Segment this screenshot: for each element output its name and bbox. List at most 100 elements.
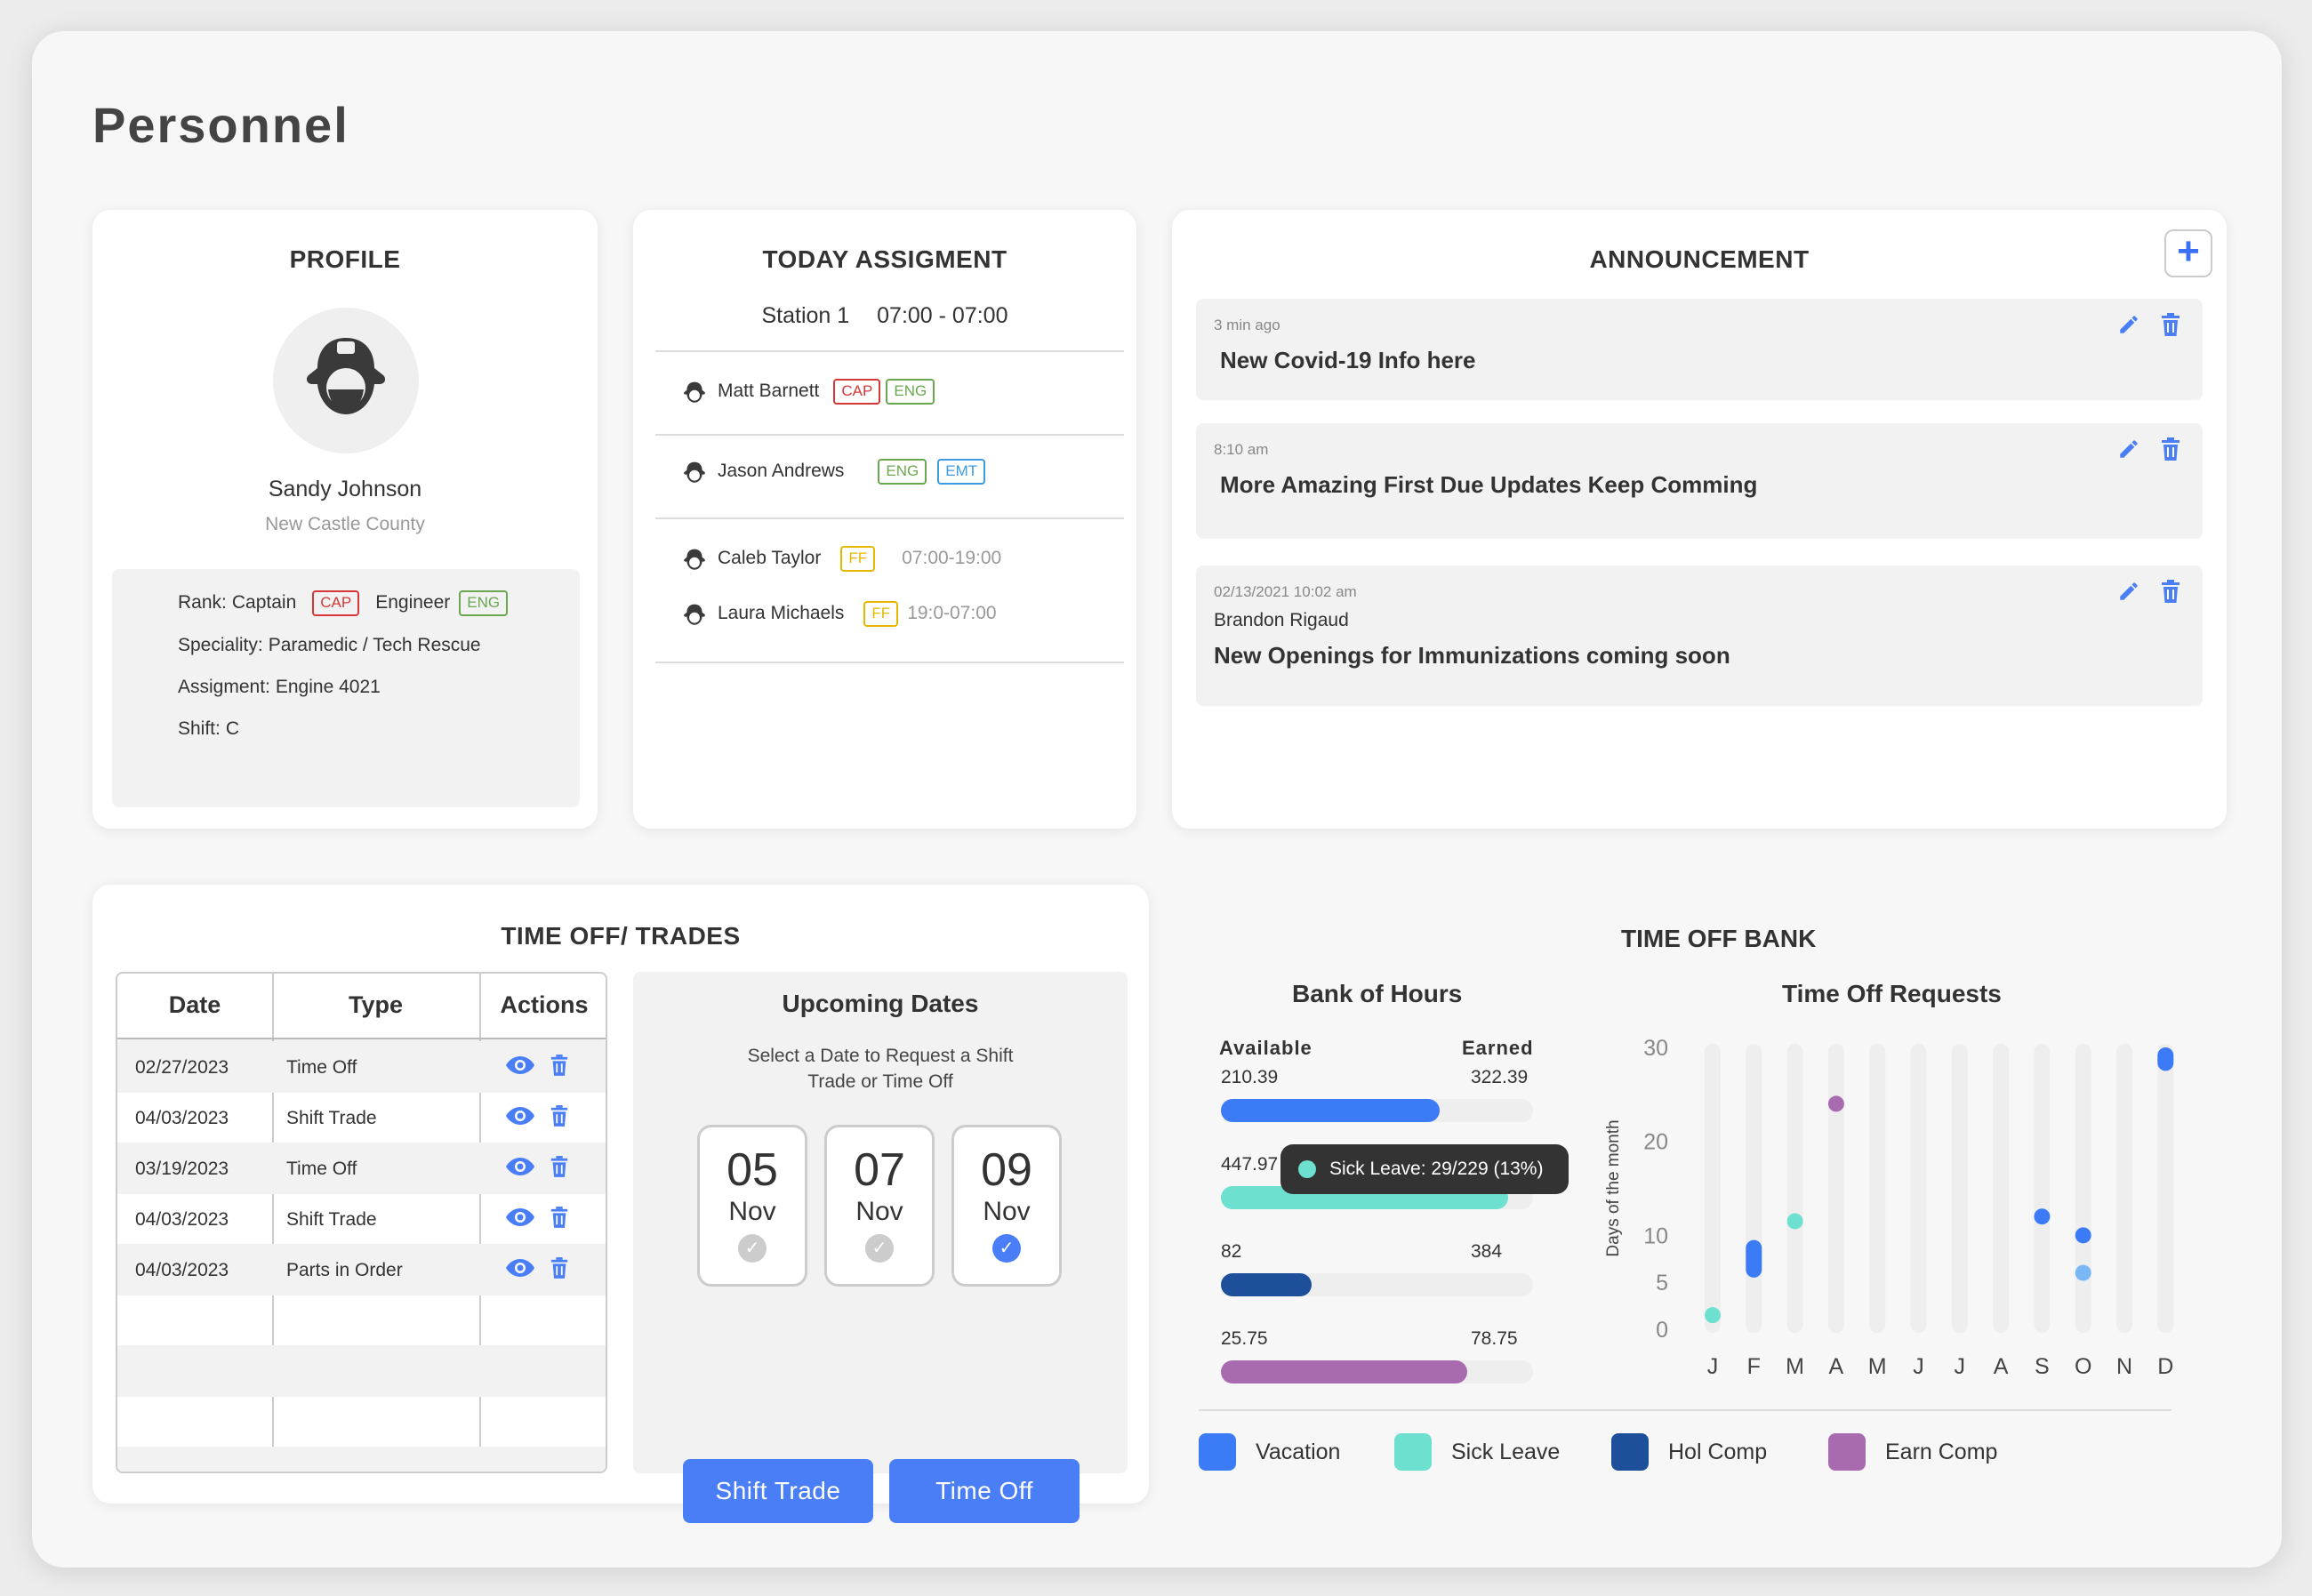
tooltip-text: Sick Leave: 29/229 (13%): [1329, 1159, 1544, 1179]
x-tick-label: M: [1786, 1354, 1804, 1379]
assignment-person[interactable]: Jason Andrews ENG EMT: [684, 459, 986, 485]
row-actions: [505, 1206, 569, 1229]
announcement-item[interactable]: 3 min ago New Covid-19 Info here: [1196, 299, 2203, 400]
speciality-value: Paramedic / Tech Rescue: [268, 635, 481, 655]
table-row[interactable]: 04/03/2023 Shift Trade: [117, 1193, 606, 1245]
legend-swatch: [1828, 1433, 1866, 1471]
assignment-person[interactable]: Laura Michaels FF 19:0-07:00: [684, 601, 997, 627]
column-header-date[interactable]: Date: [168, 991, 221, 1018]
row-type: Parts in Order: [286, 1260, 403, 1280]
eye-icon[interactable]: [505, 1157, 535, 1176]
announcement-message: New Openings for Immunizations coming so…: [1214, 642, 1730, 669]
shift-trade-button[interactable]: Shift Trade: [683, 1459, 873, 1523]
upcoming-subtitle: Select a Date to Request a Shift Trade o…: [747, 1046, 1014, 1092]
announcement-item[interactable]: 8:10 am More Amazing First Due Updates K…: [1196, 423, 2203, 539]
person-shift-time: 19:0-07:00: [907, 603, 997, 624]
legend-item: Earn Comp: [1828, 1433, 1997, 1471]
announcement-time: 3 min ago: [1214, 317, 1280, 333]
table-row[interactable]: 02/27/2023 Time Off: [117, 1041, 606, 1093]
table-row: [117, 1447, 606, 1472]
firefighter-icon: [306, 338, 386, 414]
data-point: [1827, 1095, 1844, 1112]
eye-icon[interactable]: [505, 1207, 535, 1227]
date-option[interactable]: 05 Nov ✓: [697, 1125, 807, 1287]
date-option[interactable]: 09 Nov ✓: [951, 1125, 1062, 1287]
edit-icon[interactable]: [2117, 437, 2140, 461]
add-announcement-button[interactable]: +: [2164, 229, 2212, 277]
bank-bar-track[interactable]: [1221, 1360, 1533, 1383]
row-actions: [505, 1155, 569, 1178]
time-off-requests-title: Time Off Requests: [1782, 980, 2002, 1007]
row-type: Time Off: [286, 1057, 357, 1078]
legend-label: Hol Comp: [1668, 1439, 1768, 1464]
x-tick-label: A: [1829, 1354, 1844, 1379]
x-tick-label: J: [1707, 1354, 1719, 1379]
x-tick-label: S: [2035, 1354, 2050, 1379]
x-tick-label: J: [1913, 1354, 1924, 1379]
edit-icon[interactable]: [2117, 313, 2140, 336]
row-type: Shift Trade: [286, 1108, 377, 1128]
trash-icon[interactable]: [550, 1206, 569, 1229]
row-type: Shift Trade: [286, 1209, 377, 1230]
bank-bar-track[interactable]: [1221, 1099, 1533, 1122]
check-icon: ✓: [992, 1234, 1021, 1263]
eye-icon[interactable]: [505, 1055, 535, 1075]
row-actions: [505, 1256, 569, 1279]
data-point: [2075, 1227, 2091, 1244]
profile-title: PROFILE: [289, 245, 401, 273]
announcement-card: ANNOUNCEMENT + 3 min ago New Covid-19 In…: [1172, 210, 2227, 829]
profile-assignment-row: Assigment: Engine 4021: [178, 677, 381, 698]
bar-earned-value: 78.75: [1471, 1328, 1518, 1349]
month-column: [2116, 1044, 2132, 1333]
y-tick-label: 30: [1643, 1036, 1668, 1061]
speciality-label: Speciality:: [178, 635, 263, 655]
assignment-person[interactable]: Matt Barnett CAP ENG: [684, 379, 935, 405]
table-row[interactable]: 04/03/2023 Parts in Order: [117, 1244, 606, 1295]
month-column: [1910, 1044, 1927, 1333]
bar-earned-value: 322.39: [1471, 1067, 1529, 1087]
eye-icon[interactable]: [505, 1106, 535, 1126]
table-row: [117, 1345, 606, 1397]
y-tick-label: 5: [1656, 1271, 1668, 1295]
announcement-actions: [2117, 313, 2181, 336]
trash-icon[interactable]: [2160, 580, 2181, 603]
y-tick-label: 20: [1643, 1130, 1668, 1155]
trash-icon[interactable]: [2160, 313, 2181, 336]
row-actions: [505, 1054, 569, 1077]
trash-icon[interactable]: [2160, 437, 2181, 461]
assignment-person[interactable]: Caleb Taylor FF 07:00-19:00: [684, 546, 1001, 572]
trash-icon[interactable]: [550, 1104, 569, 1127]
column-header-type[interactable]: Type: [348, 991, 403, 1018]
row-type: Time Off: [286, 1159, 357, 1179]
x-tick-label: F: [1747, 1354, 1761, 1379]
available-label: Available: [1219, 1037, 1313, 1059]
legend-swatch: [1611, 1433, 1649, 1471]
edit-icon[interactable]: [2117, 580, 2140, 603]
time-off-button[interactable]: Time Off: [889, 1459, 1080, 1523]
date-month: Nov: [983, 1197, 1031, 1226]
announcement-item[interactable]: 02/13/2021 10:02 am Brandon Rigaud New O…: [1196, 565, 2203, 706]
x-tick-label: N: [2116, 1354, 2132, 1379]
x-tick-label: D: [2157, 1354, 2173, 1379]
announcement-actions: [2117, 580, 2181, 603]
bank-bar-fill: [1221, 1099, 1440, 1122]
date-option[interactable]: 07 Nov ✓: [824, 1125, 935, 1287]
bank-bar-track[interactable]: [1221, 1273, 1533, 1296]
x-tick-label: A: [1994, 1354, 2009, 1379]
x-tick-label: M: [1868, 1354, 1887, 1379]
row-date: 03/19/2023: [135, 1159, 229, 1179]
announcement-time: 02/13/2021 10:02 am: [1214, 583, 1357, 600]
divider: [655, 350, 1124, 352]
eye-icon[interactable]: [505, 1258, 535, 1278]
shift-label: Shift:: [178, 718, 221, 739]
trash-icon[interactable]: [550, 1155, 569, 1178]
month-column: [1951, 1044, 1968, 1333]
trash-icon[interactable]: [550, 1054, 569, 1077]
table-row[interactable]: 03/19/2023 Time Off: [117, 1143, 606, 1194]
announcement-author: Brandon Rigaud: [1214, 610, 1349, 630]
firefighter-icon: [684, 461, 705, 483]
bar-available-value: 25.75: [1221, 1328, 1268, 1349]
chart-tooltip: Sick Leave: 29/229 (13%): [1280, 1144, 1569, 1194]
table-row[interactable]: 04/03/2023 Shift Trade: [117, 1092, 606, 1143]
trash-icon[interactable]: [550, 1256, 569, 1279]
